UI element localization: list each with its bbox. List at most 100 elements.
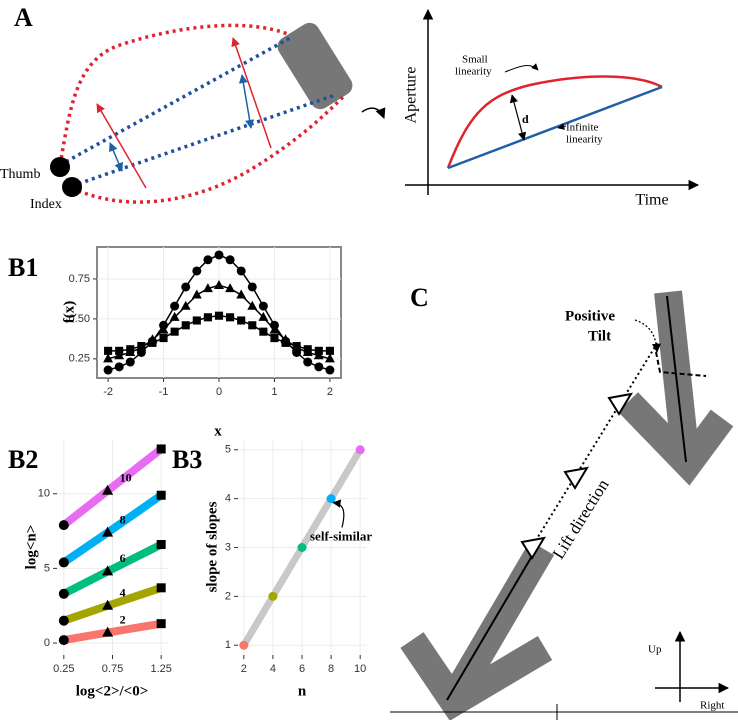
x-tick-label: 2 — [327, 386, 333, 398]
marker — [58, 520, 69, 531]
aperture-outline — [58, 23, 291, 166]
infinite-linearity-line — [447, 85, 663, 170]
lift-label: Lift direction — [549, 475, 613, 562]
marker — [114, 362, 124, 372]
object — [277, 22, 353, 110]
lift-path — [532, 341, 659, 546]
series-label: 4 — [120, 585, 126, 599]
marker — [102, 626, 114, 637]
axis-title: Time — [635, 192, 668, 209]
marker — [102, 484, 114, 495]
panel-c: C Positive Tilt Lift direction Up Right — [390, 283, 738, 720]
x-axis-title: log<2>/<0> — [76, 683, 149, 699]
marker — [214, 250, 224, 260]
marker — [303, 345, 312, 354]
x-tick-label: 0.25 — [53, 663, 74, 675]
aperture-line — [71, 93, 336, 188]
marker — [236, 289, 247, 299]
arrow — [361, 107, 386, 119]
y-tick-label: 3 — [225, 541, 231, 553]
y-axis-title: f(x) — [61, 301, 77, 324]
marker — [180, 300, 191, 310]
marker — [258, 311, 269, 321]
aperture-line — [59, 36, 291, 167]
marker — [292, 341, 301, 351]
x-tick-label: -1 — [159, 386, 169, 398]
curve-label: Small — [462, 54, 488, 66]
small-linearity-curve — [446, 75, 663, 169]
marker — [102, 565, 114, 576]
marker — [58, 615, 69, 626]
marker — [156, 583, 166, 593]
index — [62, 177, 82, 197]
marker — [159, 334, 168, 343]
marker — [58, 635, 69, 646]
marker — [156, 444, 166, 454]
aperture-arrow — [231, 37, 272, 149]
pointer — [504, 63, 539, 73]
marker — [103, 353, 114, 363]
marker — [58, 557, 69, 568]
marker — [247, 300, 258, 310]
marker — [181, 282, 191, 292]
marker — [281, 338, 290, 347]
tilt-label: Positive — [565, 308, 615, 324]
marker — [192, 266, 202, 276]
marker — [314, 362, 324, 372]
marker — [148, 338, 157, 347]
marker — [258, 301, 268, 311]
marker — [125, 357, 135, 367]
marker — [297, 543, 307, 552]
tilt-label: Tilt — [588, 328, 611, 344]
thumb — [50, 157, 70, 177]
marker — [269, 324, 280, 334]
series-label: 10 — [120, 471, 132, 485]
x-axis-title: x — [214, 423, 222, 439]
thumb-label: Thumb — [0, 167, 40, 182]
marker — [270, 334, 279, 343]
y-axis-title: slope of slopes — [204, 501, 220, 592]
panel-label: B3 — [172, 445, 202, 474]
marker — [355, 445, 365, 455]
marker — [239, 640, 249, 650]
panel-label: B2 — [8, 445, 38, 474]
x-tick-label: 0 — [216, 386, 222, 398]
marker — [102, 526, 114, 537]
marker — [102, 599, 114, 610]
x-axis-title: n — [298, 683, 307, 699]
aperture-arrow — [96, 103, 147, 189]
marker — [326, 494, 336, 504]
marker — [202, 283, 213, 293]
distance-label: d — [522, 112, 529, 126]
marker — [181, 321, 190, 330]
marker — [203, 255, 213, 265]
marker — [203, 313, 212, 322]
marker — [158, 324, 169, 334]
lift-marker — [520, 392, 633, 560]
x-tick-label: -2 — [103, 386, 113, 398]
y-tick-label: 0.75 — [69, 273, 90, 285]
x-tick-label: 8 — [328, 663, 334, 675]
x-tick-label: 1 — [271, 386, 277, 398]
marker — [268, 591, 278, 601]
y-axis-title: log<n> — [23, 525, 39, 570]
x-tick-label: 1.25 — [150, 663, 171, 675]
x-tick-label: 4 — [270, 663, 276, 675]
marker — [104, 346, 113, 355]
marker — [156, 619, 166, 629]
marker — [248, 321, 257, 330]
hand-arrow — [400, 290, 734, 720]
marker — [170, 301, 180, 311]
panel-label: B1 — [8, 253, 38, 282]
direction-label: Right — [700, 700, 724, 712]
marker — [192, 316, 201, 325]
y-tick-label: 0.25 — [69, 353, 90, 365]
marker — [225, 283, 236, 293]
pointer — [557, 123, 567, 130]
marker — [156, 540, 166, 550]
series-label: 8 — [120, 512, 126, 526]
y-tick-label: 4 — [225, 493, 231, 505]
y-tick-label: 1 — [225, 639, 231, 651]
y-tick-label: 0.50 — [69, 313, 90, 325]
